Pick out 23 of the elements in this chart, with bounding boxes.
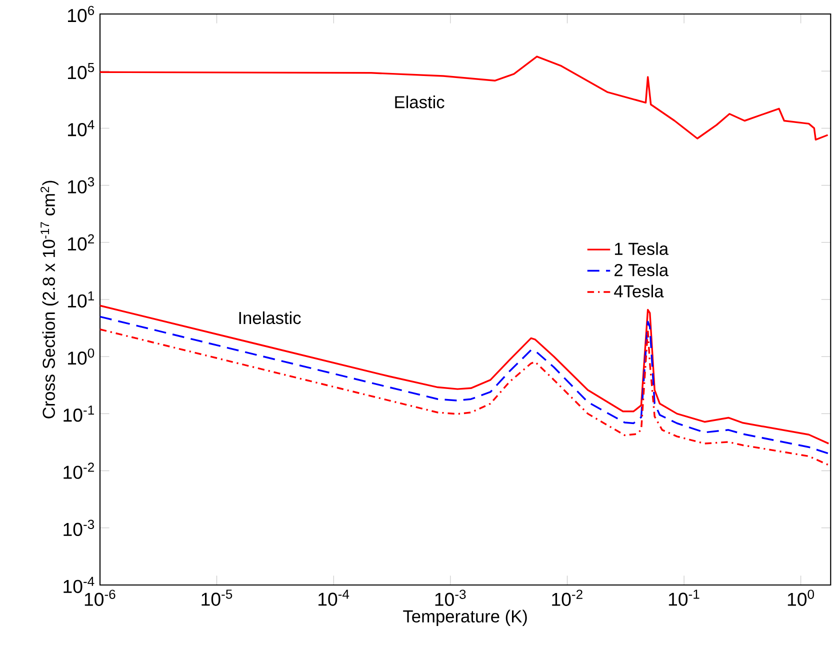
legend-label: 2 Tesla	[614, 264, 669, 276]
y-tick-label: 10$^{2}$	[68, 234, 94, 251]
y-tick-label: 10$^{5}$	[68, 63, 94, 80]
x-tick-label: 10$^{-5}$	[202, 590, 232, 606]
y-tick-label: 10$^{-1}$	[64, 406, 94, 422]
annotation: Elastic	[395, 96, 444, 108]
x-axis-title: Temperature (K)	[403, 610, 527, 626]
x-tick-label: 10$^{-2}$	[552, 590, 582, 606]
y-tick-label: 10$^{4}$	[68, 120, 94, 136]
y-tick-label: 10$^{1}$	[68, 291, 94, 308]
x-tick-label: 10$^{0}$	[788, 590, 814, 606]
y-tick-label: 10$^{6}$	[68, 6, 94, 22]
y-tick-label: 10$^{-2}$	[64, 462, 94, 479]
legend-label: 1 Tesla	[614, 242, 669, 256]
x-tick-label: 10$^{-1}$	[668, 590, 700, 606]
x-tick-label: 10$^{-4}$	[318, 590, 350, 606]
x-tick-label: 10$^{-3}$	[435, 590, 466, 606]
y-tick-label: 10$^{3}$	[68, 177, 94, 194]
legend-label: 4Tesla	[614, 284, 664, 298]
annotation: Inelastic	[239, 311, 301, 324]
y-tick-label: 10$^{0}$	[68, 348, 94, 365]
y-tick-label: 10$^{-3}$	[64, 520, 94, 536]
y-axis-title: Cross Section (2.8 x 10$^{-17}$ cm$^{2}$)	[40, 180, 58, 418]
